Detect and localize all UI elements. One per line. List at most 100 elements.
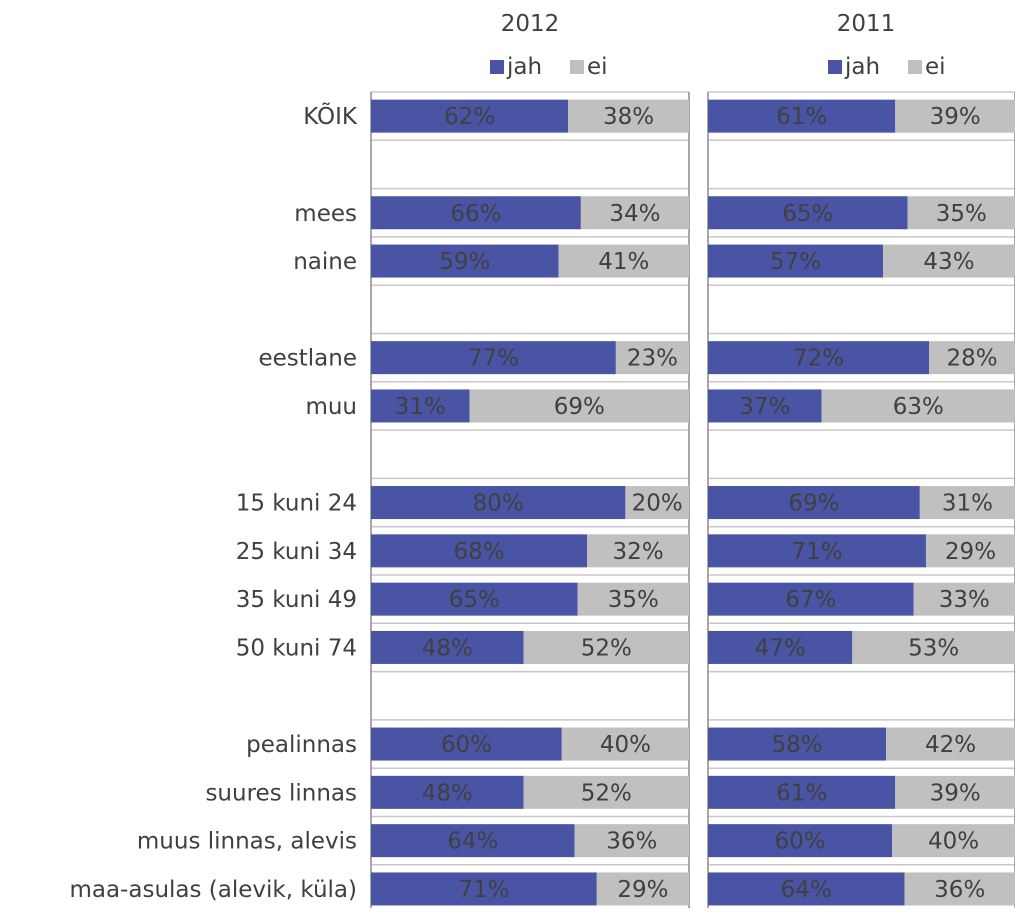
bar-jah (708, 341, 930, 375)
bar-ei (929, 341, 1015, 375)
bar-jah (708, 244, 883, 278)
data-label-jah: 72% (793, 346, 844, 372)
data-label-ei: 36% (934, 877, 985, 903)
bar-jah (371, 824, 575, 858)
bar-ei (568, 99, 689, 133)
category-label: 15 kuni 24 (236, 491, 357, 517)
data-label-ei: 43% (923, 249, 974, 275)
bar-ei (558, 244, 689, 278)
panel-title: 2011 (837, 11, 896, 37)
category-label: mees (294, 201, 357, 227)
bar-jah (371, 582, 578, 616)
data-label-ei: 23% (627, 346, 678, 372)
data-label-ei: 29% (945, 539, 996, 565)
data-label-ei: 41% (598, 249, 649, 275)
bar-ei (577, 582, 689, 616)
bar-jah (708, 486, 920, 520)
category-label: 35 kuni 49 (236, 587, 357, 613)
legend-swatch-ei (570, 60, 584, 74)
data-label-jah: 61% (776, 780, 827, 806)
data-label-ei: 32% (613, 539, 664, 565)
data-label-jah: 67% (785, 587, 836, 613)
data-label-jah: 71% (458, 877, 509, 903)
bar-jah (371, 341, 616, 375)
category-label: pealinnas (246, 732, 357, 758)
bar-jah (708, 534, 926, 568)
bar-ei (469, 389, 689, 423)
bar-ei (895, 99, 1015, 133)
data-label-ei: 52% (581, 635, 632, 661)
category-label: 50 kuni 74 (236, 635, 357, 661)
data-label-ei: 39% (930, 104, 981, 130)
data-label-ei: 52% (581, 780, 632, 806)
legend-swatch-jah (828, 60, 842, 74)
bar-jah (708, 630, 853, 664)
bar-jah (371, 534, 588, 568)
bar-ei (904, 872, 1015, 906)
data-label-jah: 66% (450, 201, 501, 227)
data-label-jah: 62% (444, 104, 495, 130)
data-label-ei: 40% (928, 829, 979, 855)
bar-jah (708, 196, 908, 230)
bar-ei (523, 775, 689, 809)
data-label-ei: 53% (908, 635, 959, 661)
bar-ei (882, 244, 1015, 278)
data-label-ei: 38% (603, 104, 654, 130)
bar-jah (708, 824, 893, 858)
data-label-ei: 33% (939, 587, 990, 613)
bar-jah (371, 775, 524, 809)
data-label-ei: 31% (942, 491, 993, 517)
bar-ei (615, 341, 689, 375)
bar-ei (523, 630, 689, 664)
bar-jah (708, 99, 896, 133)
bar-ei (587, 534, 689, 568)
data-label-ei: 39% (930, 780, 981, 806)
bar-jah (371, 196, 581, 230)
bar-ei (886, 727, 1015, 761)
data-label-jah: 71% (791, 539, 842, 565)
bar-jah (371, 630, 524, 664)
bar-ei (925, 534, 1015, 568)
category-label: muu (305, 394, 357, 420)
bar-ei (821, 389, 1015, 423)
data-label-ei: 35% (608, 587, 659, 613)
bar-jah (708, 775, 896, 809)
bar-ei (907, 196, 1015, 230)
bar-jah (708, 872, 905, 906)
data-label-jah: 69% (788, 491, 839, 517)
legend-swatch-ei (908, 60, 922, 74)
data-label-ei: 42% (925, 732, 976, 758)
data-label-jah: 80% (473, 491, 524, 517)
bar-ei (892, 824, 1015, 858)
data-label-jah: 47% (755, 635, 806, 661)
category-label: eestlane (258, 346, 357, 372)
data-label-ei: 63% (893, 394, 944, 420)
category-label: maa-asulas (alevik, küla) (69, 877, 357, 903)
data-label-jah: 77% (468, 346, 519, 372)
bar-ei (596, 872, 689, 906)
data-label-ei: 28% (946, 346, 997, 372)
data-label-jah: 58% (771, 732, 822, 758)
category-label: 25 kuni 34 (236, 539, 357, 565)
category-label: KÕIK (303, 101, 358, 130)
data-label-jah: 64% (447, 829, 498, 855)
legend-label-ei: ei (925, 54, 946, 80)
category-label: muus linnas, alevis (137, 829, 357, 855)
bar-jah (371, 872, 597, 906)
data-label-jah: 60% (441, 732, 492, 758)
bar-jah (371, 727, 562, 761)
data-label-jah: 65% (449, 587, 500, 613)
bar-ei (895, 775, 1015, 809)
category-label: suures linnas (205, 780, 357, 806)
data-label-jah: 60% (775, 829, 826, 855)
data-label-jah: 48% (422, 635, 473, 661)
data-label-jah: 37% (739, 394, 790, 420)
data-label-jah: 57% (770, 249, 821, 275)
data-label-jah: 65% (782, 201, 833, 227)
bar-jah (708, 582, 914, 616)
bar-ei (919, 486, 1015, 520)
data-label-jah: 61% (776, 104, 827, 130)
data-label-jah: 64% (781, 877, 832, 903)
data-label-jah: 48% (422, 780, 473, 806)
